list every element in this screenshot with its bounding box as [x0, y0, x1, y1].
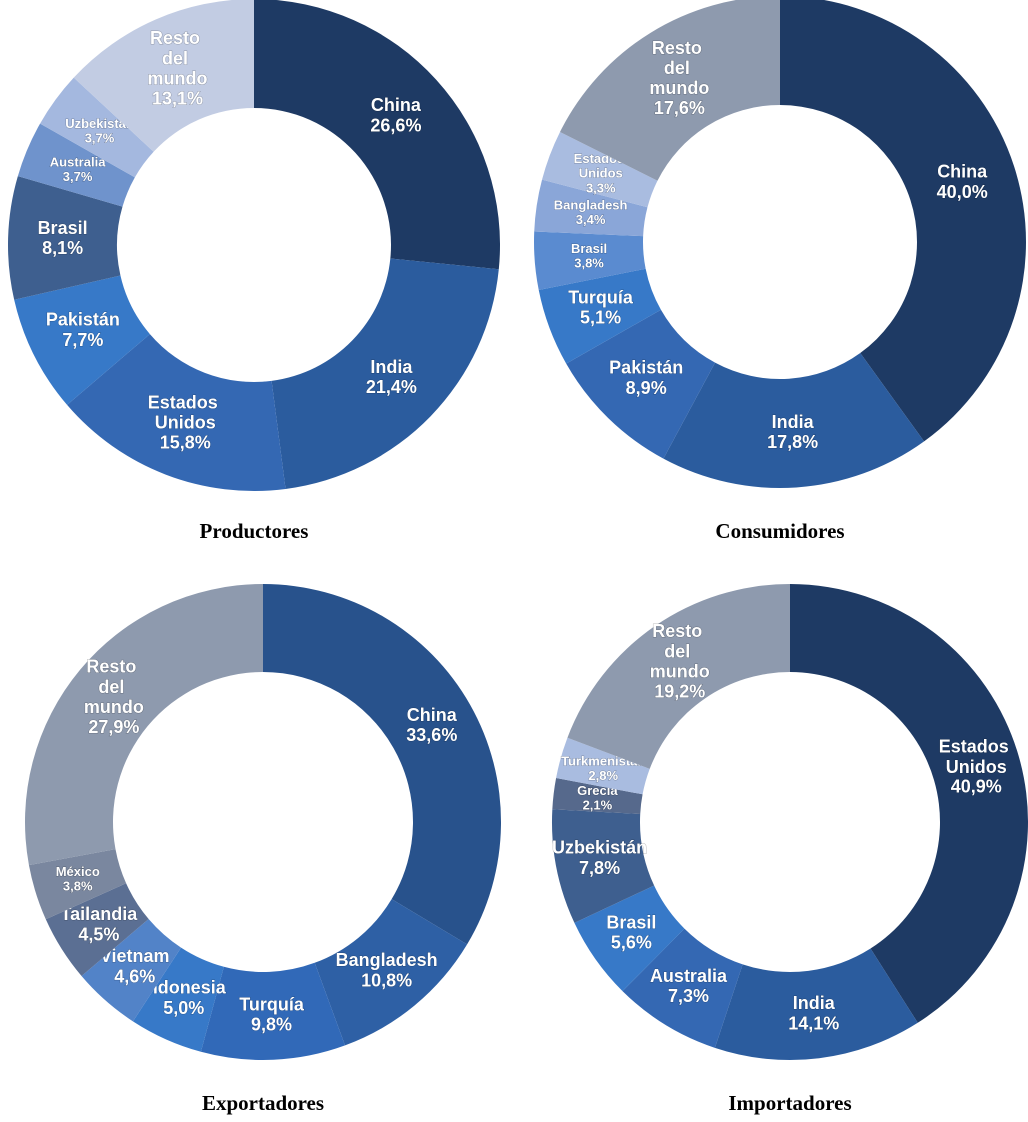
donut-slice	[556, 737, 650, 795]
donut-slice	[714, 948, 918, 1060]
donut-slice	[24, 584, 263, 866]
donut-slice	[40, 77, 154, 178]
slice-label: Resto del mundo	[650, 621, 710, 681]
chart-title: Importadores	[728, 1091, 851, 1115]
slice-label: Estados Unidos	[574, 151, 628, 181]
slice-value-label: 10,8%	[361, 970, 412, 990]
slice-value-label: 5,6%	[611, 933, 652, 953]
donut-slice	[552, 778, 643, 814]
slice-label: Estados Unidos	[148, 392, 223, 432]
slice-label: Uzbekistán	[65, 116, 134, 131]
donut-slice	[81, 919, 182, 1022]
donut-slice	[254, 0, 500, 270]
donut-slice	[17, 123, 135, 207]
slice-label: Resto del mundo	[147, 28, 207, 88]
slice-label: Tailandia	[61, 904, 139, 924]
donut-slice	[132, 947, 224, 1052]
donut-slice	[271, 258, 499, 489]
slice-label: Pakistán	[46, 310, 120, 330]
donut-slice	[780, 0, 1026, 442]
slice-label: Pakistán	[609, 358, 683, 378]
slice-label: Resto del mundo	[649, 38, 709, 98]
slice-value-label: 7,7%	[62, 330, 103, 350]
slice-label: China	[407, 705, 458, 725]
slice-label: Bangladesh	[336, 950, 438, 970]
slice-value-label: 8,1%	[42, 238, 83, 258]
slice-value-label: 9,8%	[251, 1015, 292, 1035]
slice-value-label: 4,6%	[114, 966, 155, 986]
slice-value-label: 17,8%	[767, 432, 818, 452]
slice-label: India	[370, 357, 413, 377]
slice-value-label: 5,0%	[163, 998, 204, 1018]
slice-value-label: 3,3%	[586, 181, 616, 196]
donut-slice	[534, 231, 646, 291]
slice-label: Australia	[50, 155, 106, 170]
slice-label: China	[937, 162, 988, 182]
slice-label: Turquía	[568, 288, 634, 308]
slice-label: Brasil	[571, 241, 607, 256]
donut-slice	[574, 885, 685, 992]
slice-label: Australia	[650, 966, 728, 986]
slice-label: Brasil	[606, 912, 656, 932]
slice-label: Vietnam	[100, 946, 170, 966]
slice-label: Brasil	[38, 218, 88, 238]
donut-slice	[534, 179, 648, 237]
donut-slice	[263, 584, 502, 945]
donut-slice	[538, 268, 661, 364]
slice-value-label: 2,8%	[588, 768, 618, 783]
slice-value-label: 3,8%	[63, 878, 93, 893]
chart-title: Productores	[200, 519, 309, 543]
slice-label: Resto del mundo	[84, 656, 144, 716]
donut-slice	[663, 353, 925, 488]
slice-label: Bangladesh	[554, 198, 628, 213]
slice-value-label: 7,3%	[668, 986, 709, 1006]
slice-value-label: 3,7%	[85, 131, 115, 146]
slice-value-label: 19,2%	[654, 681, 705, 701]
donut-slice	[45, 883, 149, 976]
slice-label: Indonesia	[142, 978, 227, 998]
slice-value-label: 2,1%	[583, 798, 613, 813]
donut-slice	[14, 275, 150, 405]
slice-value-label: 14,1%	[788, 1013, 839, 1033]
slice-value-label: 17,6%	[654, 98, 705, 118]
donut-slice	[542, 131, 658, 208]
slice-value-label: 8,9%	[626, 378, 667, 398]
slice-value-label: 26,6%	[370, 115, 421, 135]
slice-label: México	[56, 864, 100, 879]
slice-value-label: 21,4%	[366, 377, 417, 397]
donut-slice	[67, 334, 286, 491]
slice-value-label: 3,8%	[574, 255, 604, 270]
chart-title: Exportadores	[202, 1091, 324, 1115]
donut-slice	[790, 584, 1028, 1023]
slice-value-label: 3,7%	[63, 169, 93, 184]
donut-slice	[28, 849, 127, 920]
slice-value-label: 13,1%	[152, 88, 203, 108]
slice-value-label: 15,8%	[160, 433, 211, 453]
slice-label: Turquía	[239, 994, 305, 1014]
slice-label: China	[371, 95, 422, 115]
donut-slice	[552, 809, 655, 923]
slice-value-label: 4,5%	[78, 924, 119, 944]
chart-title: Consumidores	[715, 519, 844, 543]
donut-slice	[314, 899, 468, 1046]
slice-label: India	[793, 993, 836, 1013]
donut-slice	[567, 584, 790, 769]
donut-slice	[7, 176, 123, 300]
donut-slice	[622, 928, 743, 1048]
donut-slice	[559, 0, 780, 181]
slice-value-label: 7,8%	[579, 858, 620, 878]
donut-slice	[200, 962, 346, 1061]
donut-slice	[566, 309, 716, 459]
slice-value-label: 3,4%	[576, 212, 606, 227]
slice-value-label: 5,1%	[580, 308, 621, 328]
slice-label: Estados Unidos	[939, 736, 1014, 776]
slice-label: India	[772, 412, 815, 432]
slice-label: Uzbekistán	[552, 838, 647, 858]
slice-value-label: 40,9%	[951, 777, 1002, 797]
donut-slice	[73, 0, 254, 152]
slice-value-label: 33,6%	[406, 725, 457, 745]
slice-value-label: 40,0%	[937, 182, 988, 202]
slice-value-label: 27,9%	[88, 717, 139, 737]
